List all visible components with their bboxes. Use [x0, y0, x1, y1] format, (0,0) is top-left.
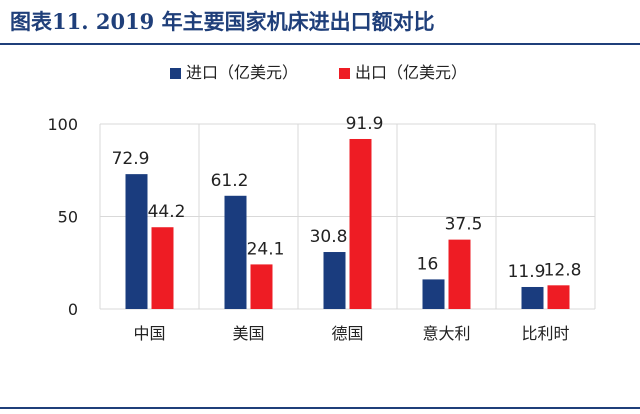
bar — [349, 138, 372, 309]
legend-label: 进口（亿美元） — [186, 63, 298, 82]
data-label: 37.5 — [445, 215, 483, 235]
title-rule — [0, 43, 640, 45]
legend-swatch — [170, 68, 181, 79]
bar — [151, 227, 174, 309]
y-tick-label: 100 — [47, 115, 78, 134]
bar — [422, 279, 445, 309]
bar — [521, 286, 544, 309]
category-label: 美国 — [232, 324, 264, 343]
data-label: 16 — [417, 254, 439, 274]
data-label: 91.9 — [346, 114, 384, 134]
data-label: 72.9 — [112, 149, 150, 169]
bar — [547, 285, 570, 309]
legend-swatch — [339, 68, 350, 79]
y-tick-label: 50 — [58, 208, 78, 227]
category-label: 比利时 — [521, 324, 569, 343]
bar-chart: 0 50 100 72.9 44.2 中国 61.2 24.1 美国 30.8 91.9 德国 16 37… — [47, 63, 596, 343]
data-label: 61.2 — [211, 171, 249, 191]
figure-title: 图表11. 2019 年主要国家机床进出口额对比 — [10, 9, 435, 34]
data-label: 44.2 — [148, 202, 186, 222]
bar — [323, 252, 346, 309]
category-label: 德国 — [331, 324, 363, 343]
data-label: 30.8 — [310, 227, 348, 247]
bar — [250, 264, 273, 309]
y-tick-label: 0 — [68, 300, 78, 319]
data-label: 12.8 — [544, 260, 582, 280]
data-label: 11.9 — [508, 262, 546, 282]
bar — [125, 174, 148, 309]
bar — [448, 239, 471, 309]
data-label: 24.1 — [247, 239, 285, 259]
category-label: 中国 — [133, 324, 165, 343]
legend-label: 出口（亿美元） — [355, 63, 467, 82]
bar — [224, 195, 247, 309]
category-label: 意大利 — [422, 324, 470, 343]
bottom-rule — [0, 407, 640, 409]
